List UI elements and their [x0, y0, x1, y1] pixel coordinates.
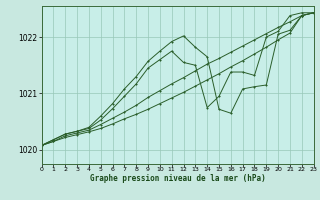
X-axis label: Graphe pression niveau de la mer (hPa): Graphe pression niveau de la mer (hPa): [90, 174, 266, 183]
